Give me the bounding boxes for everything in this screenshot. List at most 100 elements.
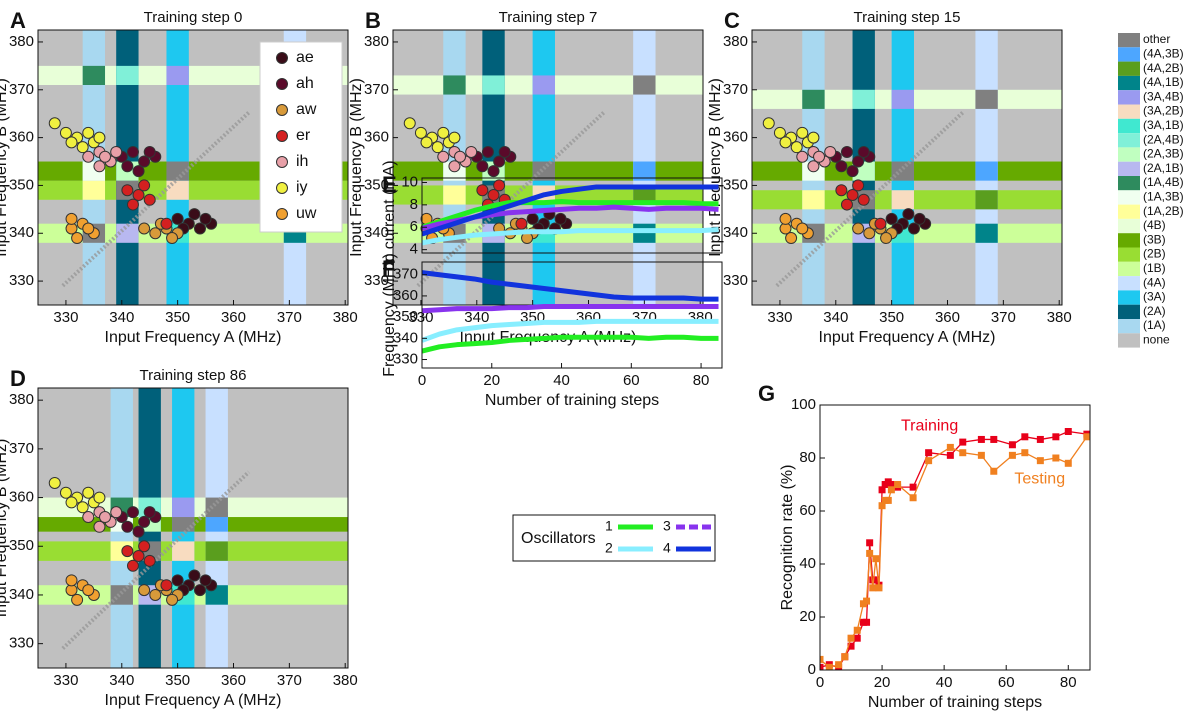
vowel-point [835,184,848,197]
vowel-point [160,579,173,592]
legend-swatch [1118,118,1140,134]
marker [946,451,954,459]
y-tick-label: 370 [364,81,389,98]
legend-label: (4A,2B) [1143,61,1184,75]
y-tick-label: 6 [410,218,418,235]
marker [925,449,933,457]
legend-label: (3A) [1143,290,1166,304]
vowel-point [796,222,809,235]
plot-frame [421,261,723,369]
vowel-point [143,506,156,519]
legend-swatch [1118,218,1140,234]
x-tick-label: 20 [483,372,500,389]
band-overlap [205,497,228,518]
legend-label: (2A) [1143,304,1166,318]
marker [909,483,917,491]
band-overlap [633,161,656,181]
plot-area [393,30,703,305]
series-line [422,199,719,230]
vowel-point [913,212,926,225]
vowel-point [431,141,444,154]
vowel-point [840,198,853,211]
plot-area [38,388,348,668]
marker [1083,433,1090,441]
legend-label: (4A,1B) [1143,75,1184,89]
band-overlap [802,89,825,109]
vowel-point [193,584,206,597]
legend-label: (4A,3B) [1143,46,1184,60]
series-line [422,318,719,343]
legend-swatch [1118,233,1140,248]
vowel-point [796,126,809,139]
marker [869,584,877,592]
legend-label: 3 [663,518,671,534]
y-tick-label: 40 [799,555,816,572]
marker [1064,428,1072,435]
vowel-point [121,545,134,558]
vowel-point [65,212,78,225]
x-tick-label: 330 [53,672,78,689]
legend-marker [276,78,288,90]
legend-label: 2 [605,540,613,556]
x-tick-label: 370 [277,309,302,326]
vowel-point [71,232,84,245]
vowel-point [824,145,837,158]
legend-label: uw [296,205,317,222]
y-tick-label: 380 [723,33,748,50]
band-overlap [116,65,139,85]
band-overlap [205,541,228,561]
marker [820,663,824,670]
y-tick-label: 340 [9,224,34,241]
x-tick-label: 330 [408,309,433,326]
band-overlap [166,180,189,200]
marker [887,486,895,494]
vowel-point [493,155,506,168]
x-tick-label: 330 [53,309,78,326]
legend-swatch [1118,90,1140,105]
vowel-point [852,155,865,168]
plot-area [820,428,1090,670]
vowel-point [138,222,151,235]
x-axis-label: Input Frequency A (MHz) [819,329,996,346]
vowel-point [99,150,112,163]
vowel-point [199,212,212,225]
vowel-point [852,222,865,235]
vowel-point [71,593,84,606]
marker [872,555,880,563]
legend-label: (1A,4B) [1143,175,1184,189]
legend-marker [276,208,288,220]
y-tick-label: 380 [9,33,34,50]
vowel-point [193,222,206,235]
vowel-point [852,179,865,192]
y-tick-label: 340 [723,224,748,241]
marker [863,618,871,626]
panel-letter: F [382,256,395,281]
legend-marker [276,130,288,142]
vowel-point [420,136,433,149]
y-tick-label: 60 [799,502,816,519]
marker [1052,433,1060,441]
vowel-point [76,141,89,154]
vowel-point [76,501,89,514]
marker [866,539,874,547]
band-overlap [633,75,656,95]
x-tick-label: 380 [333,672,358,689]
y-tick-label: 360 [723,129,748,146]
x-tick-label: 340 [464,309,489,326]
vowel-point [143,145,156,158]
legend-label: (4A) [1143,275,1166,289]
legend-swatch [1118,190,1140,205]
marker [1021,433,1029,441]
legend-label: (3A,4B) [1143,89,1184,103]
x-tick-label: 350 [879,309,904,326]
band-overlap [802,190,825,210]
vowel-point [171,574,184,587]
x-tick-label: 360 [221,309,246,326]
vowel-point [143,193,156,206]
x-tick-label: 360 [221,672,246,689]
x-tick-label: 60 [998,674,1015,691]
panel-letter: D [10,366,26,391]
band-overlap [482,75,505,95]
legend-swatch [1118,290,1140,305]
y-axis-label: Input Frequency B (MHz) [348,78,365,257]
